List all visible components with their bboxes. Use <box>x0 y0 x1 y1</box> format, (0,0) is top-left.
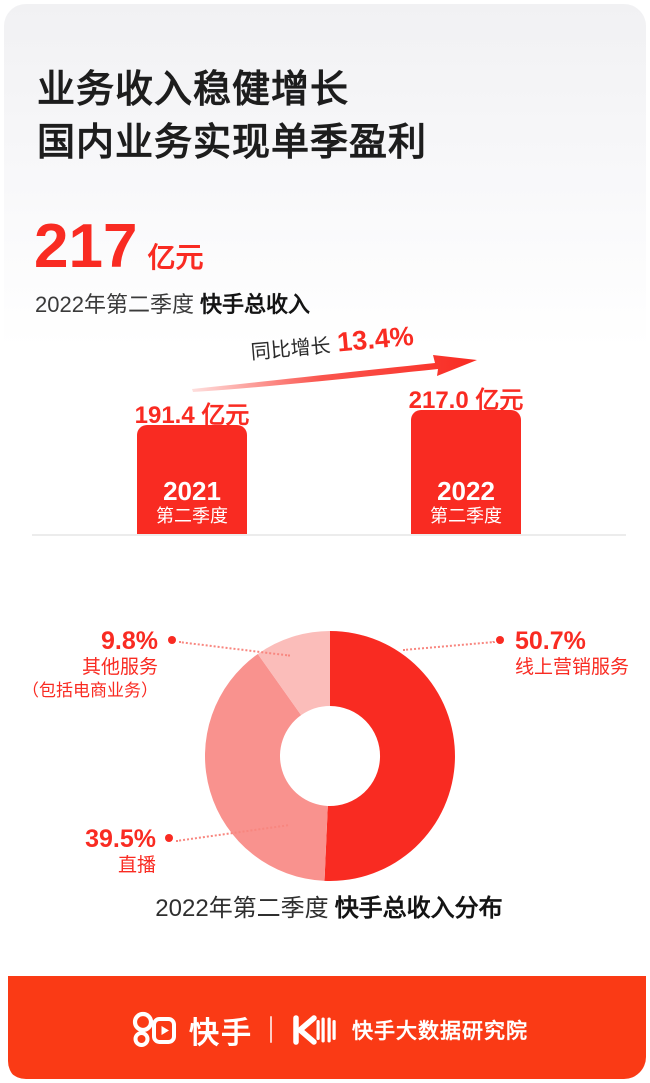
big-data-institute-logo-icon <box>293 1014 336 1045</box>
callout-dot-online-marketing <box>496 636 504 644</box>
callout-name-livestreaming: 直播 <box>117 855 156 876</box>
footer-divider <box>270 1016 272 1043</box>
title-line-1: 业务收入稳健增长 <box>37 69 350 111</box>
callout-name-online-marketing: 线上营销服务 <box>515 657 630 678</box>
callout-dot-other-services <box>168 636 176 644</box>
callout-name-other-services: 其他服务 <box>81 657 158 678</box>
callout-subname-other-services: （包括电商业务） <box>22 681 158 700</box>
bar-category-label: 2021 第二季度 <box>137 477 247 527</box>
headline-period: 2022年第二季度 <box>35 292 194 317</box>
footer-org-text: 快手大数据研究院 <box>352 1019 528 1043</box>
callout-dot-livestreaming <box>165 834 173 842</box>
bar-year-2021: 2021 <box>163 476 221 506</box>
bar-value-label-2022: 217.0 亿元 <box>408 387 524 414</box>
bar-period-2022: 第二季度 <box>430 506 502 526</box>
growth-label: 同比增长 <box>249 335 332 365</box>
title-line-2: 国内业务实现单季盈利 <box>37 122 428 164</box>
page-title: 业务收入稳健增长 国内业务实现单季盈利 <box>37 64 427 170</box>
headline-value: 217 <box>34 212 138 281</box>
footer-brand-text: 快手 <box>189 1016 253 1050</box>
headline-figure: 217 亿元 <box>34 216 203 278</box>
callout-other-services: 9.8% 其他服务 （包括电商业务） <box>22 628 158 702</box>
donut-caption-period: 2022年第二季度 <box>155 895 329 922</box>
headline-unit: 亿元 <box>147 242 204 273</box>
growth-arrow <box>192 355 477 392</box>
infographic-card: 业务收入稳健增长 国内业务实现单季盈利 217 亿元 2022年第二季度 快手总收… <box>4 4 646 1079</box>
donut-caption-label: 快手总收入分布 <box>334 895 503 922</box>
kuaishou-logo-icon <box>132 1011 176 1047</box>
bar-2022: 217.0 亿元 2022 第二季度 <box>409 387 523 534</box>
donut-slice-2 <box>257 631 330 716</box>
bar-year-2022: 2022 <box>437 476 495 506</box>
callout-pct-livestreaming: 39.5% <box>85 825 156 853</box>
bar-2021: 191.4 亿元 2021 第二季度 <box>135 402 249 534</box>
callout-pct-other-services: 9.8% <box>101 627 158 655</box>
bar-category-label: 2022 第二季度 <box>411 477 521 527</box>
bar-value-label-2021: 191.4 亿元 <box>134 402 250 429</box>
callout-pct-online-marketing: 50.7% <box>515 627 586 655</box>
callout-online-marketing: 50.7% 线上营销服务 <box>515 628 629 680</box>
headline-caption: 2022年第二季度 快手总收入 <box>35 287 310 319</box>
donut-caption: 2022年第二季度 快手总收入分布 <box>4 888 646 923</box>
donut-slice-0 <box>324 631 455 881</box>
bar-chart-baseline <box>32 534 626 536</box>
donut-slice-1 <box>204 653 328 881</box>
footer-band: 快手 快手大数据研究院 <box>8 976 646 1079</box>
callout-livestreaming: 39.5% 直播 <box>85 826 156 878</box>
bar-period-2021: 第二季度 <box>156 506 228 526</box>
donut-chart <box>204 631 455 881</box>
headline-label: 快手总收入 <box>199 292 310 317</box>
